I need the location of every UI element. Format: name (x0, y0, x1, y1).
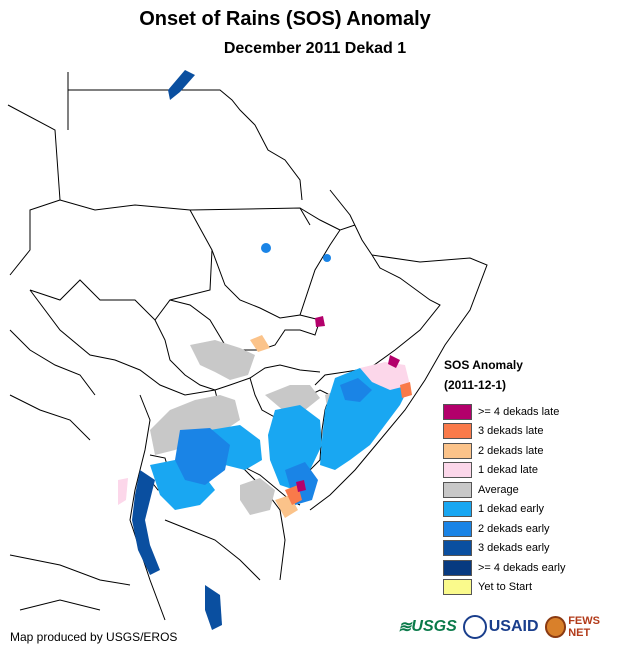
country-borders (7, 72, 488, 621)
fews-net-logo: FEWS NET (544, 615, 624, 639)
legend-label: 2 dekads late (478, 444, 544, 457)
fews-logo-text: FEWS NET (568, 615, 600, 639)
border-sudan-southsudan (169, 299, 321, 351)
usaid-logo-text: USAID (488, 618, 539, 635)
legend-label: 2 dekads early (478, 522, 550, 535)
legend-item: >= 4 dekads early (443, 558, 565, 578)
border-south-lines (9, 554, 131, 611)
early2-spot-ethiopia-2 (323, 254, 331, 262)
credit-text: Map produced by USGS/EROS (10, 630, 178, 644)
early1-region-somalia (320, 368, 410, 470)
border-southsudan-car (154, 319, 216, 391)
legend-item: 2 dekads early (443, 519, 565, 539)
border-eritrea (299, 189, 373, 256)
border-southsudan-kenya-uganda (214, 364, 321, 391)
border-libya-egypt (67, 72, 303, 201)
early2-region-congo (175, 428, 230, 485)
legend-label: 1 dekad late (478, 464, 538, 477)
late4-region-kenya (296, 480, 306, 492)
legend-item: Average (443, 480, 565, 500)
late4-region-somalia (388, 355, 400, 368)
border-car-drc (29, 289, 216, 396)
legend-swatch (443, 501, 472, 518)
usaid-logo: USAID (462, 615, 539, 639)
legend-swatch (443, 423, 472, 440)
legend-label: >= 4 dekads early (478, 561, 566, 574)
border-sudan-ethiopia (211, 224, 356, 319)
legend-swatch (443, 403, 472, 420)
legend-swatch (443, 442, 472, 459)
usgs-logo: ≋ USGS (398, 618, 457, 636)
border-west-libya (7, 104, 61, 276)
legend: >= 4 dekads late 3 dekads late 2 dekads … (443, 402, 565, 597)
average-region-ethiopia (265, 385, 320, 412)
legend-swatch (443, 559, 472, 576)
late4-region-ethiopia (315, 316, 325, 327)
early3-region-lake-2 (205, 585, 222, 630)
average-region-southsudan (190, 340, 255, 380)
early3-region-lake (132, 470, 160, 575)
legend-title: SOS Anomaly (444, 358, 523, 372)
border-sudan-egypt (189, 207, 311, 226)
legend-swatch (443, 462, 472, 479)
average-region-west (150, 395, 240, 455)
legend-swatch (443, 481, 472, 498)
early3-region-north (168, 70, 195, 100)
legend-swatch (443, 579, 472, 596)
legend-item: 3 dekads early (443, 539, 565, 559)
late2-region-ethiopia (250, 335, 270, 352)
legend-item: 2 dekads late (443, 441, 565, 461)
legend-label: 1 dekad early (478, 503, 545, 516)
legend-item: 1 dekad early (443, 500, 565, 520)
early2-spot-ethiopia (261, 243, 271, 253)
late-regions (118, 316, 412, 518)
legend-item: 3 dekads late (443, 422, 565, 442)
usgs-logo-text: USGS (411, 618, 457, 635)
late1-region-somalia (360, 362, 410, 390)
legend-item: Yet to Start (443, 578, 565, 598)
partner-logos: ≋ USGS USAID FEWS NET (398, 612, 624, 642)
fews-seal-icon (544, 616, 567, 638)
legend-swatch (443, 520, 472, 537)
late3-region-somalia (400, 382, 412, 398)
border-somalia-coast (309, 254, 488, 511)
legend-label: 3 dekads early (478, 542, 550, 555)
legend-label: Yet to Start (478, 581, 533, 594)
legend-label: 3 dekads late (478, 425, 544, 438)
legend-label: >= 4 dekads late (478, 405, 560, 418)
average-region-tanzania (240, 478, 275, 515)
legend-swatch (443, 540, 472, 557)
early2-region-somalia (340, 378, 372, 402)
border-chad-sudan (29, 199, 213, 321)
border-west-lines (9, 329, 96, 441)
three-dekads-early-regions (132, 70, 222, 630)
map-subtitle: December 2011 Dekad 1 (223, 40, 407, 57)
late1-region-west (118, 478, 128, 505)
legend-date: (2011-12-1) (444, 378, 507, 392)
border-drc-east (129, 394, 166, 621)
legend-item: 1 dekad late (443, 461, 565, 481)
legend-item: >= 4 dekads late (443, 402, 565, 422)
legend-label: Average (478, 483, 519, 496)
usaid-seal-icon (462, 615, 487, 639)
map-title: Onset of Rains (SOS) Anomaly (139, 8, 431, 30)
border-ethiopia-somalia (314, 254, 441, 386)
